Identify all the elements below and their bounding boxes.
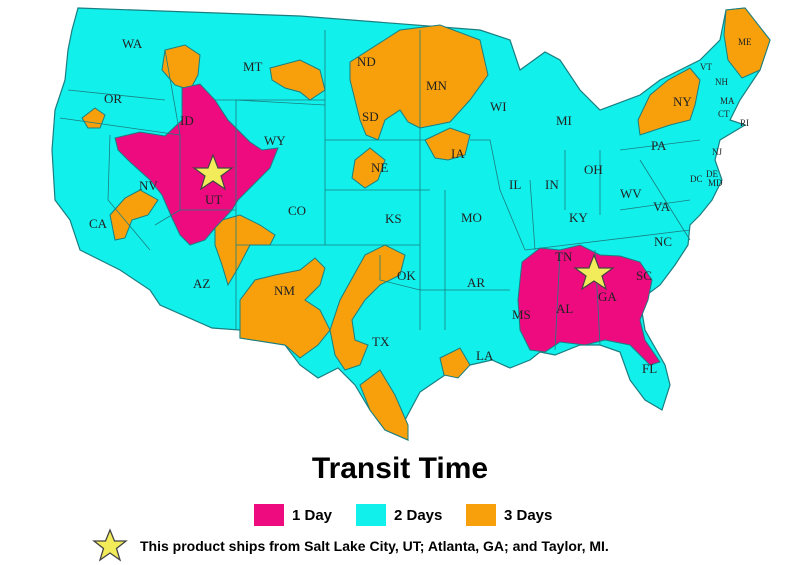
state-label-wa: WA xyxy=(122,36,143,51)
state-label-tx: TX xyxy=(372,334,390,349)
zone-la xyxy=(439,347,471,379)
state-label-ok: OK xyxy=(397,268,416,283)
state-label-ky: KY xyxy=(569,210,588,225)
state-label-in: IN xyxy=(545,177,559,192)
state-label-ar: AR xyxy=(467,275,485,290)
state-label-mn: MN xyxy=(426,78,448,93)
zone-id-mt-north xyxy=(161,44,201,91)
state-label-oh: OH xyxy=(584,162,603,177)
zone-nd-sd-mn xyxy=(349,24,489,141)
state-label-de: DE xyxy=(706,169,718,179)
state-label-pa: PA xyxy=(651,138,667,153)
state-label-ri: RI xyxy=(740,118,749,128)
state-label-fl: FL xyxy=(642,361,657,376)
state-label-md: MD xyxy=(708,178,723,188)
state-label-tn: TN xyxy=(555,249,573,264)
state-label-nv: NV xyxy=(139,178,158,193)
state-label-me: ME xyxy=(738,37,752,47)
state-label-nc: NC xyxy=(654,234,672,249)
state-label-la: LA xyxy=(476,348,494,363)
legend-label-two-days: 2 Days xyxy=(394,506,443,524)
ship-origin-markers xyxy=(192,153,615,291)
star-icon-salt-lake-city xyxy=(192,153,234,191)
zone-nv-ca xyxy=(109,189,159,241)
state-label-vt: VT xyxy=(700,62,712,72)
state-label-ks: KS xyxy=(385,211,402,226)
legend-item-two-days: 2 Days xyxy=(356,504,442,526)
zone-nm-tx-ok xyxy=(239,257,331,359)
state-label-va: VA xyxy=(653,199,671,214)
state-label-wv: WV xyxy=(620,186,642,201)
state-label-ma: MA xyxy=(720,96,735,106)
three-day-zones xyxy=(81,7,771,441)
zone-or-patch xyxy=(81,107,106,129)
zone-ne xyxy=(351,147,386,189)
state-label-id: ID xyxy=(180,113,194,128)
legend-swatch-two-days xyxy=(356,504,386,526)
zone-utah-origin xyxy=(114,83,279,246)
legend-label-three-days: 3 Days xyxy=(504,506,553,524)
state-label-ms: MS xyxy=(512,307,531,322)
state-label-sd: SD xyxy=(362,109,379,124)
state-label-ut: UT xyxy=(205,192,222,207)
state-label-co: CO xyxy=(288,203,306,218)
map-title: Transit Time xyxy=(311,452,489,485)
state-label-il: IL xyxy=(509,177,521,192)
state-label-mi: MI xyxy=(556,113,572,128)
state-label-mt: MT xyxy=(243,59,263,74)
state-labels: WA OR CA ID NV MT WY UT AZ CO NM ND SD N… xyxy=(89,36,752,376)
zone-ny xyxy=(637,67,701,136)
state-label-nh: NH xyxy=(715,77,728,87)
state-borders xyxy=(59,30,701,351)
state-label-sc: SC xyxy=(636,268,652,283)
state-label-az: AZ xyxy=(193,276,210,291)
zone-ia xyxy=(424,127,471,161)
legend: 1 Day 2 Days 3 Days xyxy=(0,504,800,528)
state-label-or: OR xyxy=(104,91,122,106)
star-icon-atlanta xyxy=(573,253,615,291)
zone-tx-south xyxy=(359,369,409,441)
state-label-ca: CA xyxy=(89,216,108,231)
us-transit-map: WA OR CA ID NV MT WY UT AZ CO NM ND SD N… xyxy=(51,7,771,441)
state-label-ia: IA xyxy=(451,146,465,161)
legend-label-one-day: 1 Day xyxy=(292,506,333,524)
state-label-ny: NY xyxy=(673,94,692,109)
legend-item-one-day: 1 Day xyxy=(254,504,332,526)
star-icon xyxy=(92,528,128,562)
shipping-note: This product ships from Salt Lake City, … xyxy=(92,528,609,564)
zone-me xyxy=(723,7,771,79)
state-label-al: AL xyxy=(556,301,573,316)
legend-item-three-days: 3 Days xyxy=(466,504,552,526)
state-label-mo: MO xyxy=(461,210,482,225)
state-label-nd: ND xyxy=(357,54,376,69)
state-label-wy: WY xyxy=(264,133,286,148)
state-label-ne: NE xyxy=(371,160,388,175)
state-label-nm: NM xyxy=(274,283,295,298)
zone-ok-tx-east xyxy=(329,244,406,371)
state-label-nj: NJ xyxy=(712,147,722,157)
legend-swatch-one-day xyxy=(254,504,284,526)
state-label-ct: CT xyxy=(718,109,730,119)
legend-swatch-three-days xyxy=(466,504,496,526)
shipping-note-text: This product ships from Salt Lake City, … xyxy=(140,538,609,554)
zone-georgia-origin xyxy=(517,244,661,366)
state-label-wi: WI xyxy=(490,99,507,114)
one-day-zones xyxy=(114,83,661,366)
state-label-dc: DC xyxy=(690,174,703,184)
state-label-ga: GA xyxy=(598,289,617,304)
